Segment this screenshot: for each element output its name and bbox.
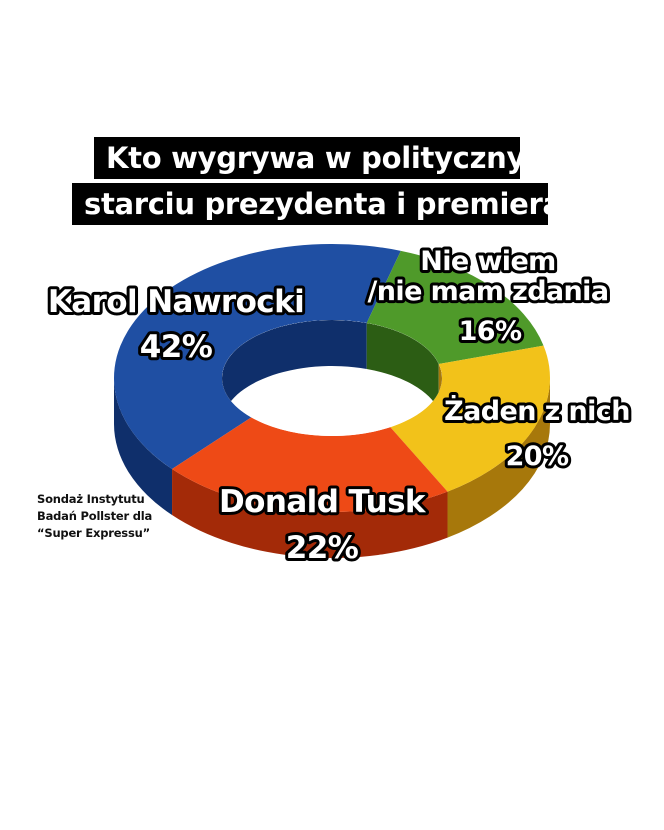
source-line-3: “Super Expressu” xyxy=(37,526,150,540)
donut-side-layer xyxy=(114,378,550,558)
slice-top-face xyxy=(390,345,550,492)
slice-side-wall xyxy=(172,469,448,558)
slice-value-label: 16% xyxy=(459,316,522,347)
slice-name-label: /nie mam zdania xyxy=(368,276,609,307)
source-line-2: Badań Pollster dla xyxy=(37,509,153,523)
source-note: Sondaż Instytutu Badań Pollster dla “Sup… xyxy=(37,491,187,542)
slice-name-label: Żaden z nich xyxy=(444,395,630,427)
slice-value-label: 20% xyxy=(506,441,569,472)
chart-title-line-1: Kto wygrywa w politycznym xyxy=(94,137,555,179)
slice-name-label: Nie wiem xyxy=(420,246,555,277)
slice-side-wall xyxy=(447,378,550,538)
chart-title-line-2: starciu prezydenta i premiera? xyxy=(72,183,579,225)
slice-value-label: 42% xyxy=(140,329,213,365)
slice-inner-wall xyxy=(366,322,439,410)
slice-top-face xyxy=(172,417,448,512)
donut-inner-wall-layer xyxy=(222,320,442,436)
slice-side-wall xyxy=(114,378,173,516)
slice-inner-wall xyxy=(222,320,367,424)
slice-top-face xyxy=(366,250,544,364)
source-line-1: Sondaż Instytutu xyxy=(37,492,145,506)
donut-top-layer xyxy=(114,244,550,512)
slice-name-label: Donald Tusk xyxy=(219,484,427,520)
slice-labels-layer: Karol Nawrocki 42% Nie wiem/nie mam zdania… xyxy=(45,243,634,569)
slice-top-face xyxy=(114,244,401,470)
slice-name-label: Karol Nawrocki xyxy=(48,284,304,320)
slice-value-label: 22% xyxy=(286,530,359,566)
